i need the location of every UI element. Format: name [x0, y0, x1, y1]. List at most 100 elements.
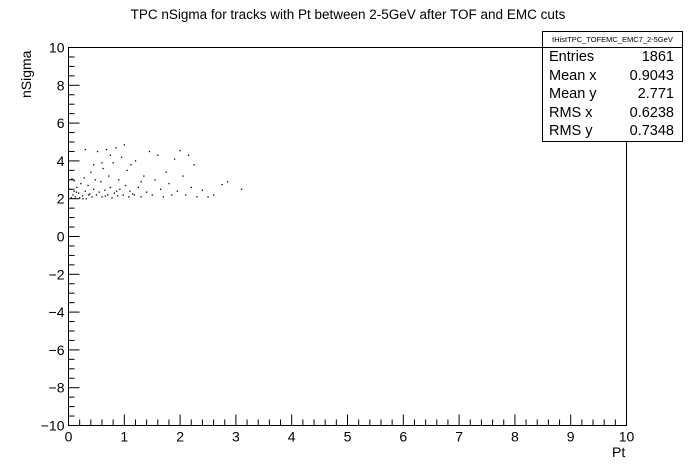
stats-row-entries: Entries 1861	[543, 48, 682, 67]
data-point	[94, 179, 96, 181]
data-point	[124, 184, 127, 187]
data-point	[179, 149, 181, 152]
data-point	[77, 192, 80, 194]
data-point	[168, 182, 170, 185]
y-tick-label: 0	[57, 229, 65, 245]
data-point	[140, 181, 142, 183]
data-point	[122, 194, 124, 196]
data-point	[105, 148, 108, 151]
data-point	[102, 167, 104, 170]
data-point	[100, 181, 102, 183]
data-point	[89, 193, 91, 195]
data-point	[115, 147, 117, 149]
stats-box-histogram-name: tHistTPC_TOFEMC_EMC7_2-5GeV	[543, 32, 682, 48]
data-point	[148, 150, 151, 153]
data-point	[132, 193, 134, 195]
data-point	[171, 194, 173, 196]
stats-label: Mean x	[549, 67, 597, 84]
data-point	[73, 190, 75, 192]
data-point	[93, 188, 95, 190]
data-point	[115, 190, 118, 192]
data-point	[173, 158, 176, 160]
data-point	[190, 186, 192, 189]
x-tick-label: 10	[619, 429, 635, 445]
x-tick-label: 8	[511, 429, 519, 445]
chart-title: TPC nSigma for tracks with Pt between 2-…	[130, 7, 566, 22]
data-point	[221, 183, 223, 186]
data-point	[79, 197, 81, 199]
y-tick-label: −4	[49, 304, 65, 320]
stats-row-mean-y: Mean y 2.771	[543, 85, 682, 104]
data-point	[196, 196, 198, 198]
stats-label: Entries	[549, 49, 595, 65]
y-tick-label: 4	[57, 153, 65, 169]
data-point	[70, 197, 72, 199]
data-point	[104, 189, 106, 191]
data-point	[162, 196, 165, 198]
data-point	[185, 194, 187, 196]
data-point	[85, 198, 88, 200]
data-point	[187, 154, 190, 156]
data-point	[137, 186, 139, 189]
stats-value: 0.6238	[629, 104, 674, 121]
data-point	[117, 195, 119, 197]
data-point	[80, 182, 82, 185]
stats-label: RMS x	[549, 104, 593, 121]
data-point	[95, 194, 98, 196]
data-point	[90, 171, 92, 173]
data-point	[226, 181, 229, 183]
data-point	[126, 169, 128, 172]
stats-row-mean-x: Mean x 0.9043	[543, 67, 682, 86]
data-point	[154, 179, 156, 181]
data-point	[84, 190, 86, 192]
data-point	[93, 164, 95, 166]
x-tick-label: 1	[120, 429, 128, 445]
data-point	[118, 179, 120, 181]
data-point	[83, 177, 85, 179]
y-tick-label: −6	[49, 342, 65, 358]
data-point	[91, 196, 93, 198]
y-tick-label: −8	[49, 380, 65, 396]
data-point	[108, 175, 110, 177]
data-point	[104, 195, 107, 197]
x-tick-label: 2	[176, 429, 184, 445]
x-tick-label: 4	[288, 429, 296, 445]
data-point	[128, 196, 130, 198]
data-point	[140, 196, 142, 198]
data-point	[176, 190, 179, 192]
data-point	[87, 194, 90, 196]
data-point	[113, 192, 115, 194]
data-point	[207, 196, 209, 198]
data-point	[84, 148, 86, 151]
data-point	[101, 162, 103, 164]
data-point	[123, 144, 125, 146]
data-point	[109, 154, 112, 156]
data-point	[74, 196, 76, 198]
data-point	[76, 186, 78, 189]
y-tick-label: 8	[57, 77, 65, 93]
data-point	[73, 180, 75, 182]
data-point	[129, 190, 131, 192]
data-point	[101, 196, 103, 198]
data-point	[157, 154, 159, 156]
x-tick-label: 5	[344, 429, 352, 445]
stats-value: 0.7348	[629, 123, 674, 140]
stats-label: Mean y	[549, 86, 597, 103]
data-point	[134, 160, 137, 162]
stats-value: 0.9043	[629, 67, 674, 84]
data-point	[75, 191, 78, 193]
x-axis-label: Pt	[612, 444, 626, 460]
data-point	[98, 191, 100, 193]
data-point	[151, 194, 153, 196]
y-tick-label: 10	[49, 40, 65, 56]
data-point	[96, 150, 99, 153]
x-tick-label: 7	[455, 429, 463, 445]
data-point	[240, 188, 243, 190]
data-point	[82, 198, 84, 200]
data-point	[201, 189, 204, 191]
data-point	[165, 171, 167, 173]
data-point	[119, 188, 121, 190]
data-point	[182, 175, 184, 177]
